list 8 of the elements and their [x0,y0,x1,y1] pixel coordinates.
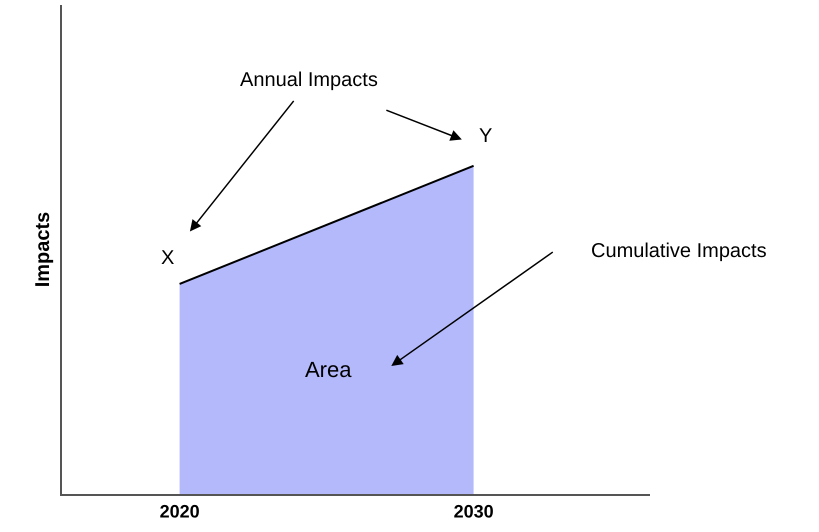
x-tick-label: 2030 [454,502,494,522]
text: Annual Impacts [240,69,378,91]
annotation: Cumulative Impacts [591,240,767,262]
annotation: X [161,247,174,269]
text: Y [479,125,492,147]
y-axis-title: Impacts [32,212,54,288]
x-tick-label: 2020 [160,502,200,522]
annotation: Area [305,357,352,382]
